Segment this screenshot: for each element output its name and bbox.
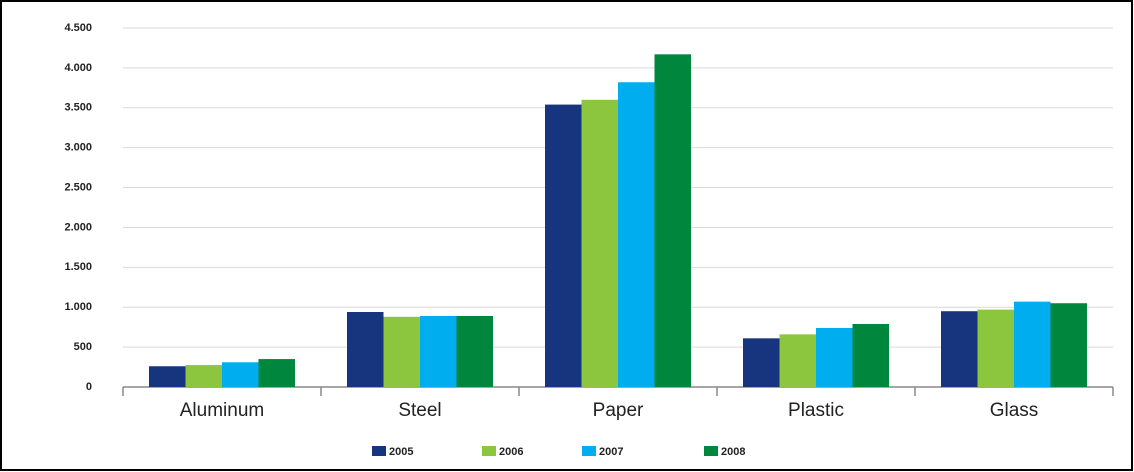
bar — [977, 309, 1014, 387]
legend-label: 2007 — [599, 446, 623, 458]
bar — [545, 104, 582, 387]
x-tick-label: Glass — [990, 400, 1039, 421]
bar — [816, 327, 853, 387]
x-tick-label: Paper — [593, 400, 644, 421]
bar — [347, 312, 384, 387]
bar — [941, 311, 978, 387]
bar — [618, 82, 655, 387]
bar — [743, 338, 780, 387]
bar — [581, 99, 618, 388]
bar — [1050, 303, 1087, 387]
y-tick-label: 500 — [74, 341, 92, 353]
y-tick-label: 2.000 — [64, 221, 92, 233]
x-tick-label: Plastic — [788, 400, 844, 421]
y-tick-label: 1.000 — [64, 301, 92, 313]
legend-label: 2006 — [499, 446, 523, 458]
legend-swatch — [582, 446, 596, 456]
bar — [1014, 301, 1051, 387]
bar — [383, 316, 420, 387]
legend-swatch — [482, 446, 496, 456]
bar — [185, 365, 222, 387]
legend-label: 2005 — [389, 446, 413, 458]
y-tick-label: 4.000 — [64, 62, 92, 74]
y-tick-label: 3.500 — [64, 102, 92, 114]
bar — [258, 359, 295, 387]
y-tick-label: 0 — [86, 381, 92, 393]
bar — [654, 54, 691, 388]
bar — [149, 366, 186, 387]
x-tick-label: Steel — [398, 400, 441, 421]
x-tick-label: Aluminum — [180, 400, 264, 421]
bar — [456, 315, 493, 387]
bar — [222, 362, 259, 387]
y-tick-label: 2.500 — [64, 181, 92, 193]
legend-label: 2008 — [721, 446, 745, 458]
bar — [852, 323, 889, 387]
legend-swatch — [704, 446, 718, 456]
bar — [420, 315, 457, 387]
legend-swatch — [372, 446, 386, 456]
bar — [779, 334, 816, 387]
y-tick-label: 3.000 — [64, 142, 92, 154]
y-tick-label: 4.500 — [64, 22, 92, 34]
y-tick-label: 1.500 — [64, 261, 92, 273]
